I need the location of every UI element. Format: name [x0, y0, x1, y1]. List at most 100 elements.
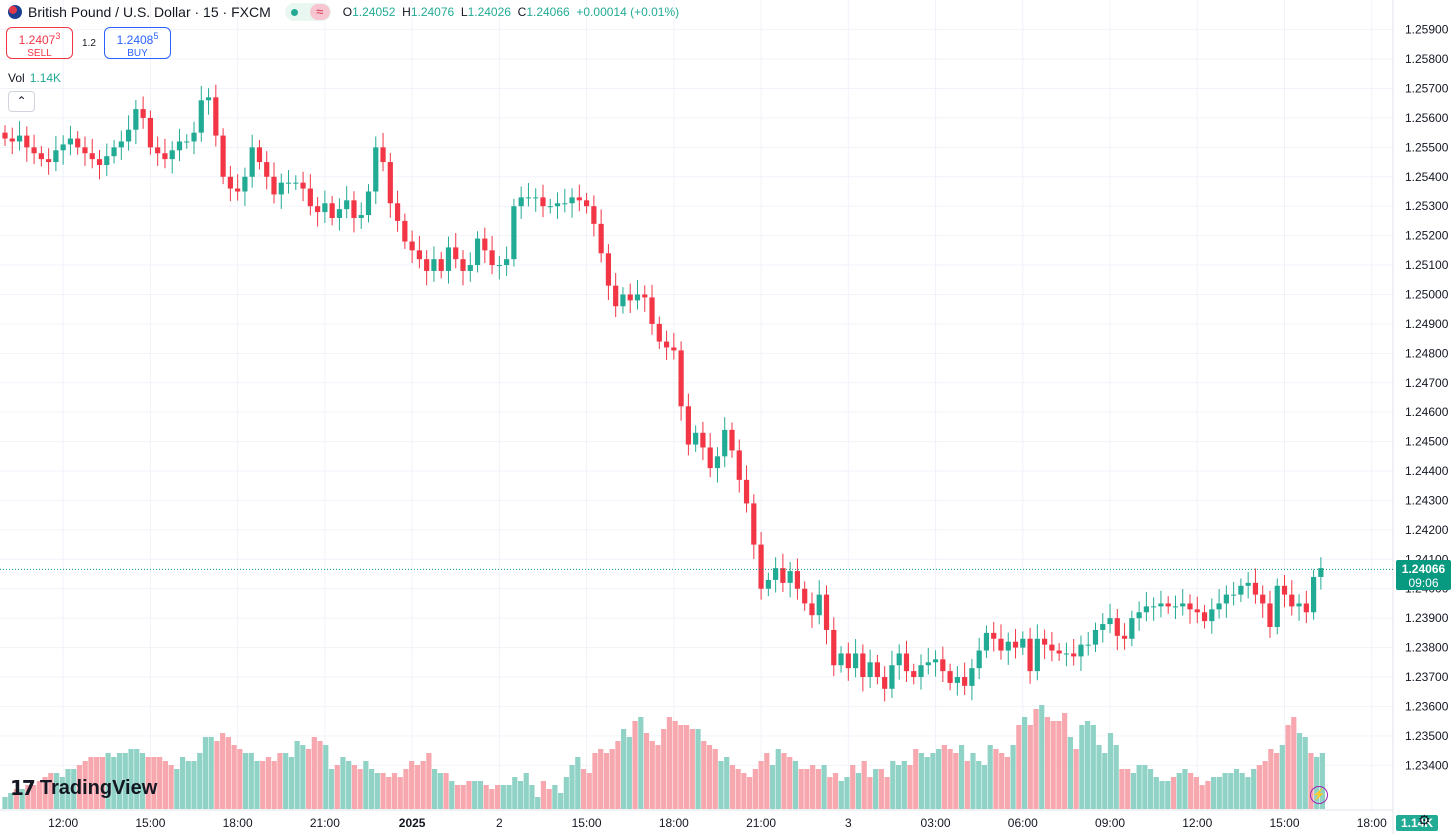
volume-bar [157, 757, 163, 809]
volume-bar [386, 777, 392, 809]
candle [104, 143, 110, 176]
volume-bar [1165, 781, 1171, 809]
candle [758, 531, 764, 600]
volume-bar [695, 729, 701, 809]
candle [1194, 596, 1200, 624]
settings-gear-icon[interactable]: ⚙ [1418, 812, 1431, 828]
candle-series [2, 84, 1324, 702]
candle [874, 654, 880, 685]
volume-bar [426, 753, 432, 809]
volume-bar [1084, 721, 1091, 809]
candle [445, 236, 452, 284]
volume-bar [162, 761, 168, 809]
close-label: C [517, 5, 527, 19]
volume-bar [523, 773, 529, 809]
candle [991, 621, 997, 652]
candle [562, 188, 568, 213]
volume-bar [615, 741, 621, 809]
volume-bar [1096, 745, 1102, 809]
y-tick-label: 1.23900 [1405, 611, 1449, 625]
low-label: L [460, 5, 468, 19]
volume-bar [907, 765, 913, 809]
candle [467, 252, 473, 282]
market-open-dot-icon [290, 8, 298, 16]
candle [998, 624, 1004, 660]
volume-bar [603, 753, 610, 809]
candle [845, 642, 851, 681]
collapse-legend-button[interactable]: ⌃ [8, 91, 35, 112]
candle [620, 287, 626, 314]
tradingview-mark-icon: 17 [10, 776, 36, 800]
candle [605, 244, 612, 301]
candle [111, 140, 117, 164]
candle [1303, 590, 1309, 624]
volume-bar [25, 785, 31, 809]
volume-bar [122, 753, 128, 809]
volume-bar [832, 773, 839, 809]
open-label: O [342, 5, 353, 19]
volume-bar [684, 725, 690, 809]
candle [693, 425, 699, 452]
candle [671, 333, 677, 360]
volume-bar [918, 753, 925, 809]
x-tick-label: 2 [496, 816, 503, 830]
candle [249, 134, 255, 188]
volume-bar [260, 761, 266, 809]
volume-bar [328, 769, 335, 809]
candle [82, 136, 88, 166]
market-status-button[interactable]: ≈ [284, 3, 331, 21]
volume-bar [706, 745, 713, 809]
volume-bar [517, 781, 524, 809]
candle [358, 202, 364, 229]
volume-bar [489, 789, 495, 809]
candle [707, 433, 713, 478]
volume-bar [472, 781, 478, 809]
volume-bar [873, 769, 879, 809]
candle [89, 138, 95, 169]
volume-bar [220, 733, 226, 809]
volume-bar [71, 769, 77, 809]
candle [322, 190, 328, 223]
candle [307, 174, 313, 216]
candle [67, 125, 74, 156]
volume-bar [294, 741, 300, 809]
candle [1318, 557, 1324, 590]
candle [983, 625, 990, 658]
x-tick-label: 15:00 [1270, 816, 1300, 830]
candle [598, 209, 604, 263]
candle [1245, 571, 1251, 599]
volume-bar [987, 745, 993, 809]
buy-button[interactable]: 1.24085 BUY [104, 27, 171, 59]
volume-bar [202, 737, 209, 809]
candle [162, 138, 168, 169]
candle [1289, 580, 1295, 616]
candle [1165, 596, 1171, 614]
candle [96, 150, 103, 180]
candle [176, 128, 183, 162]
candle [271, 162, 277, 204]
candle [125, 115, 132, 151]
volume-bar [781, 753, 787, 809]
volume-bar [1210, 777, 1217, 809]
sell-button[interactable]: 1.24073 SELL [6, 27, 73, 59]
volume-bar [271, 761, 277, 809]
volume-bar [99, 757, 105, 809]
symbol-header: British Pound / U.S. Dollar · 15 · FXCM … [8, 3, 679, 21]
volume-bar [420, 761, 426, 809]
candle [1143, 591, 1149, 622]
volume-bar [111, 757, 117, 809]
volume-bar [1147, 769, 1154, 809]
volume-bar [804, 769, 810, 809]
candle [1049, 631, 1055, 662]
tradingview-logo[interactable]: 17 TradingView [10, 776, 157, 800]
volume-bar [214, 741, 220, 809]
volume-bar [36, 781, 42, 809]
symbol-title[interactable]: British Pound / U.S. Dollar · 15 · FXCM [28, 4, 271, 20]
volume-bar [265, 757, 272, 809]
volume-bar [1050, 721, 1056, 809]
candle [424, 250, 430, 286]
lightning-icon[interactable]: ⚡ [1310, 786, 1328, 804]
volume-bar [351, 765, 358, 809]
volume-bar [357, 769, 363, 809]
